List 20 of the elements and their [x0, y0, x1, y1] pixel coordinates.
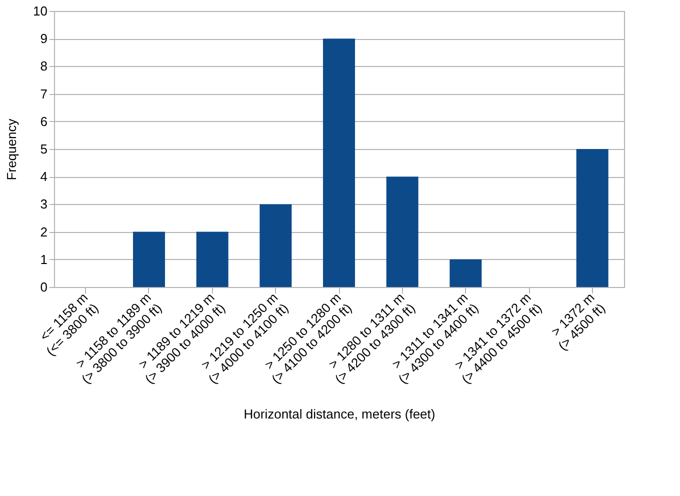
bar: [323, 38, 355, 287]
y-tick-label: 3: [40, 196, 48, 212]
y-tick-label: 9: [40, 31, 48, 46]
y-tick-label: 6: [40, 114, 48, 129]
y-tick-label: 2: [40, 224, 48, 240]
bar: [196, 232, 228, 287]
bar: [260, 204, 292, 287]
bar: [450, 259, 482, 287]
bar: [133, 232, 165, 287]
y-axis-title: Frequency: [4, 118, 20, 180]
y-tick-label: 5: [40, 142, 48, 156]
bar: [576, 149, 608, 287]
y-tick-label: 4: [40, 169, 48, 184]
x-axis-title: Horizontal distance, meters (feet): [244, 406, 436, 422]
y-tick-label: 0: [40, 280, 48, 294]
bar: [386, 176, 418, 287]
y-tick-label: 7: [40, 86, 48, 102]
y-tick-label: 8: [40, 58, 48, 74]
y-tick-label: 10: [33, 4, 48, 18]
y-tick-label: 1: [40, 252, 48, 267]
